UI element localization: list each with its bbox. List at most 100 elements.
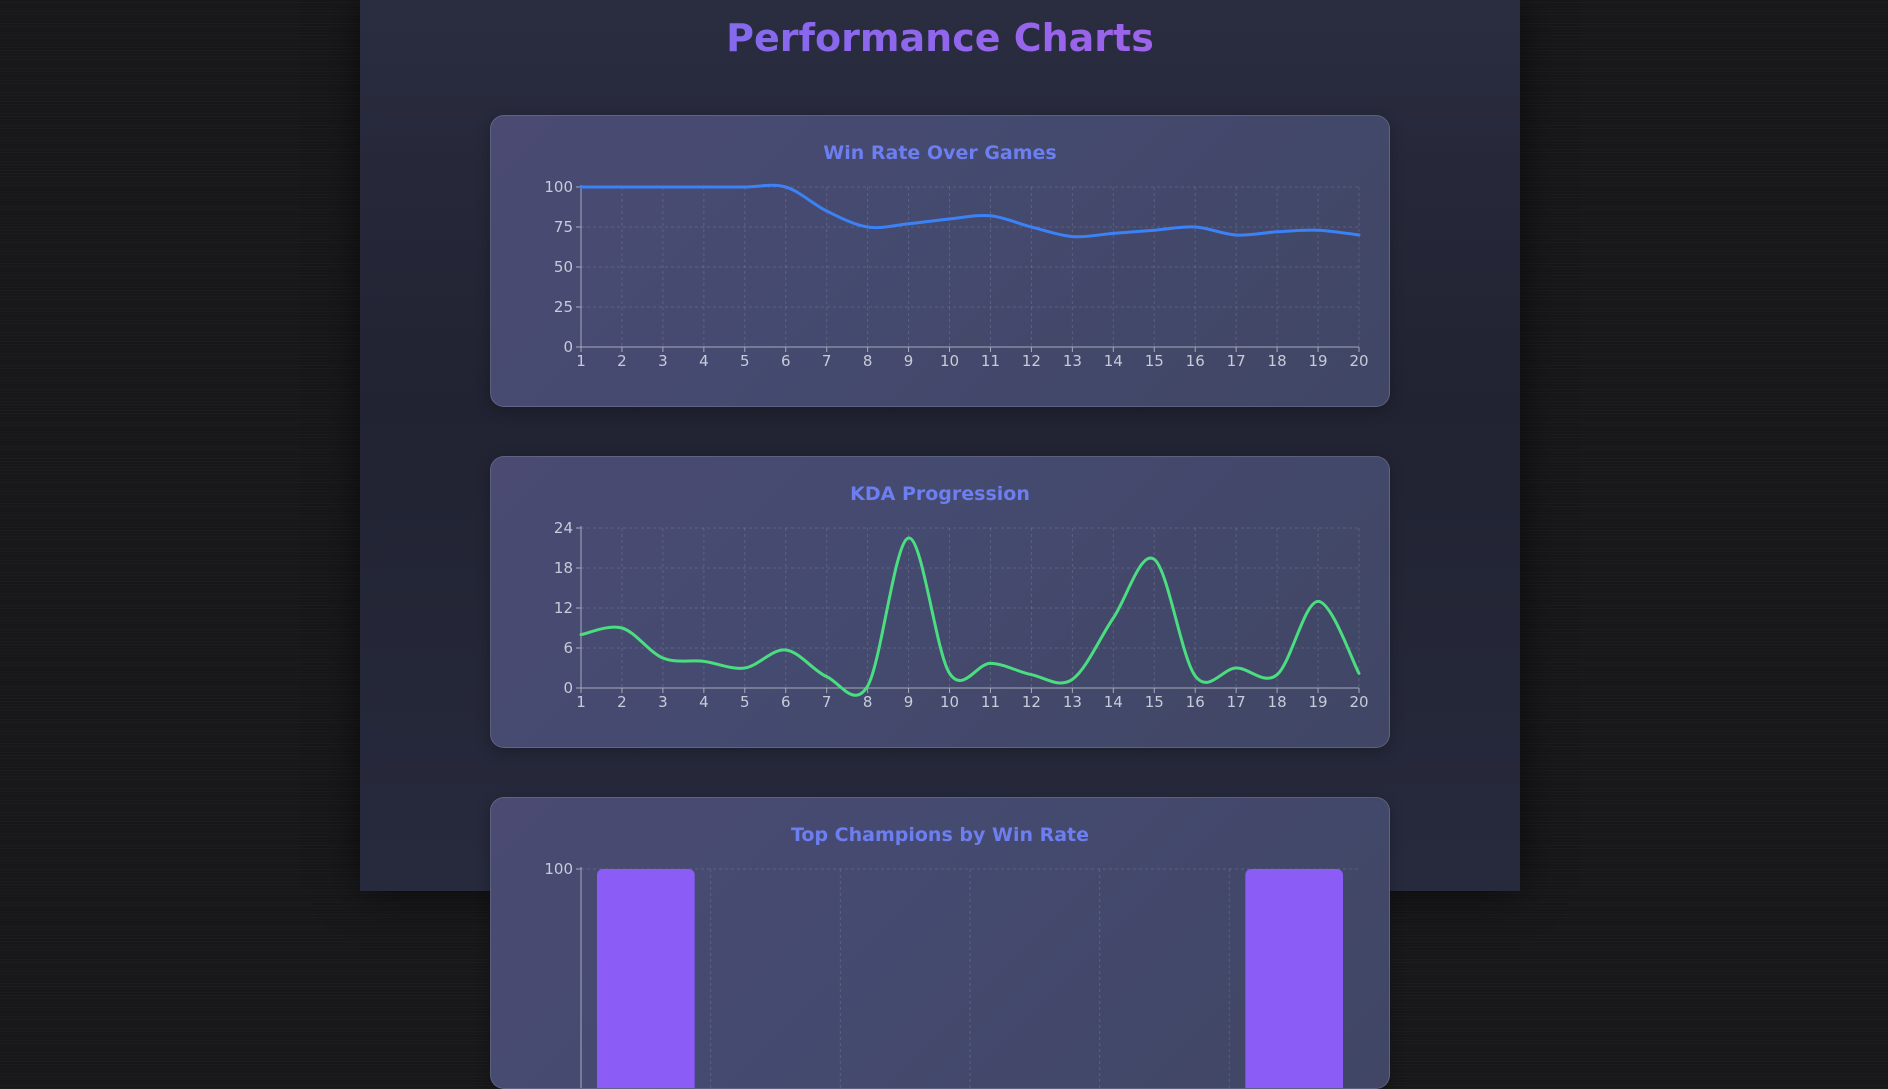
data-point (702, 660, 705, 663)
y-tick-label: 6 (563, 639, 573, 657)
data-point (1194, 675, 1197, 678)
x-tick-label: 16 (1186, 693, 1205, 711)
x-tick-label: 13 (1063, 352, 1082, 370)
page-title: Performance Charts (360, 16, 1520, 60)
x-tick-label: 9 (904, 352, 914, 370)
y-tick-label: 24 (554, 519, 573, 537)
data-point (620, 627, 623, 630)
data-point (1153, 558, 1156, 561)
data-point (1112, 232, 1115, 235)
y-tick-label: 50 (554, 258, 573, 276)
data-point (866, 685, 869, 688)
data-point (620, 186, 623, 189)
data-point (784, 649, 787, 652)
x-tick-label: 8 (863, 352, 873, 370)
data-point (1276, 673, 1279, 676)
win-rate-chart-card: Win Rate Over Games 0 25 50 75 100 1 2 3 4 5 6 7 8 9 1… (490, 115, 1390, 407)
x-tick-label: 8 (863, 693, 873, 711)
y-tick-label: 0 (563, 338, 573, 356)
chart-title: Win Rate Over Games (823, 142, 1057, 164)
x-tick-label: 10 (940, 352, 959, 370)
main-panel: Performance Charts Win Rate Over Games 0… (360, 0, 1520, 1089)
x-tick-label: 12 (1022, 693, 1041, 711)
x-tick-label: 18 (1268, 693, 1287, 711)
data-point (989, 214, 992, 217)
data-point (1358, 672, 1361, 675)
top-champions-chart: 100 (544, 860, 1359, 1088)
data-point (580, 186, 583, 189)
grid (580, 186, 1360, 348)
y-tick-label: 18 (554, 559, 573, 577)
x-tick-label: 17 (1227, 693, 1246, 711)
x-tick-label: 9 (904, 693, 914, 711)
x-tick-label: 1 (576, 352, 586, 370)
data-point (825, 675, 828, 678)
data-point (948, 218, 951, 221)
x-tick-label: 4 (699, 693, 709, 711)
data-point (1317, 600, 1320, 603)
x-tick-label: 14 (1104, 693, 1123, 711)
top-champions-chart-card: Top Champions by Win Rate 100 (490, 797, 1390, 1089)
data-point (907, 537, 910, 540)
x-tick-label: 15 (1145, 693, 1164, 711)
x-tick-label: 14 (1104, 352, 1123, 370)
bar (597, 869, 695, 1088)
data-point (743, 667, 746, 670)
x-tick-label: 3 (658, 693, 668, 711)
chart-title: KDA Progression (850, 483, 1030, 505)
y-tick-label: 25 (554, 298, 573, 316)
data-point (580, 633, 583, 636)
series-line (579, 183, 1361, 239)
x-tick-label: 7 (822, 352, 832, 370)
grid (580, 527, 1360, 689)
x-tick-label: 20 (1349, 352, 1368, 370)
x-tick-label: 3 (658, 352, 668, 370)
data-point (907, 222, 910, 225)
x-tick-label: 2 (617, 693, 627, 711)
x-tick-label: 5 (740, 693, 750, 711)
data-point (1030, 673, 1033, 676)
x-tick-label: 16 (1186, 352, 1205, 370)
x-tick-label: 12 (1022, 352, 1041, 370)
x-tick-label: 11 (981, 693, 1000, 711)
y-tick-label: 0 (563, 679, 573, 697)
chart-title: Top Champions by Win Rate (790, 824, 1090, 846)
data-point (702, 186, 705, 189)
data-point (1153, 229, 1156, 232)
data-point (1194, 226, 1197, 229)
x-tick-label: 11 (981, 352, 1000, 370)
x-tick-label: 5 (740, 352, 750, 370)
x-tick-label: 19 (1309, 352, 1328, 370)
data-point (1071, 235, 1074, 238)
y-tick-label: 100 (544, 860, 573, 878)
x-tick-label: 17 (1227, 352, 1246, 370)
data-point (1358, 234, 1361, 237)
data-point (948, 672, 951, 675)
data-point (989, 662, 992, 665)
x-tick-label: 6 (781, 693, 791, 711)
bar (1245, 869, 1343, 1088)
x-tick-label: 15 (1145, 352, 1164, 370)
data-point (661, 657, 664, 660)
x-tick-label: 10 (940, 693, 959, 711)
series-line (579, 536, 1361, 697)
x-tick-label: 7 (822, 693, 832, 711)
x-tick-label: 6 (781, 352, 791, 370)
y-tick-label: 100 (544, 178, 573, 196)
data-point (784, 186, 787, 189)
data-point (825, 210, 828, 213)
data-point (661, 186, 664, 189)
x-tick-label: 2 (617, 352, 627, 370)
data-point (1071, 678, 1074, 681)
x-tick-label: 18 (1268, 352, 1287, 370)
x-tick-label: 13 (1063, 693, 1082, 711)
data-point (1317, 229, 1320, 232)
data-point (1235, 667, 1238, 670)
x-tick-label: 1 (576, 693, 586, 711)
x-tick-label: 4 (699, 352, 709, 370)
data-point (743, 186, 746, 189)
data-point (1030, 226, 1033, 229)
y-tick-label: 75 (554, 218, 573, 236)
